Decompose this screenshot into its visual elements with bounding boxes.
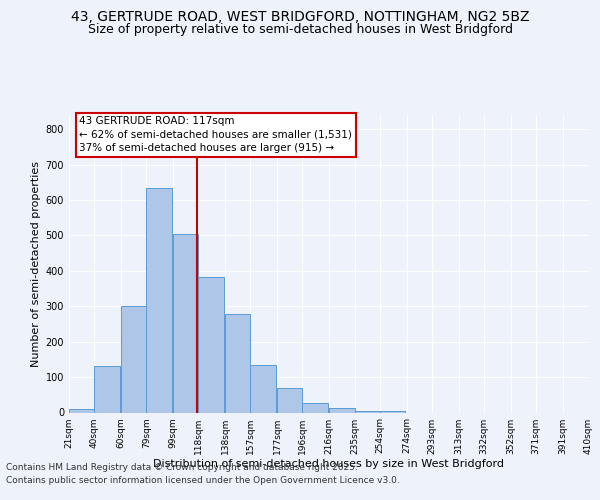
Bar	[146, 188, 172, 412]
Bar	[121, 306, 146, 412]
Bar	[199, 277, 224, 412]
Bar	[380, 410, 405, 412]
Bar	[277, 388, 302, 412]
Bar	[69, 409, 94, 412]
Text: Contains HM Land Registry data © Crown copyright and database right 2025.: Contains HM Land Registry data © Crown c…	[6, 464, 358, 472]
Bar	[94, 366, 119, 412]
Bar	[329, 408, 355, 412]
Bar	[250, 366, 276, 412]
Text: 43 GERTRUDE ROAD: 117sqm
← 62% of semi-detached houses are smaller (1,531)
37% o: 43 GERTRUDE ROAD: 117sqm ← 62% of semi-d…	[79, 116, 352, 153]
Text: Contains public sector information licensed under the Open Government Licence v3: Contains public sector information licen…	[6, 476, 400, 485]
Bar	[225, 314, 250, 412]
X-axis label: Distribution of semi-detached houses by size in West Bridgford: Distribution of semi-detached houses by …	[153, 460, 504, 469]
Y-axis label: Number of semi-detached properties: Number of semi-detached properties	[31, 161, 41, 367]
Bar	[355, 410, 380, 412]
Bar	[302, 402, 328, 412]
Bar	[173, 234, 199, 412]
Text: Size of property relative to semi-detached houses in West Bridgford: Size of property relative to semi-detach…	[88, 22, 512, 36]
Text: 43, GERTRUDE ROAD, WEST BRIDGFORD, NOTTINGHAM, NG2 5BZ: 43, GERTRUDE ROAD, WEST BRIDGFORD, NOTTI…	[71, 10, 529, 24]
